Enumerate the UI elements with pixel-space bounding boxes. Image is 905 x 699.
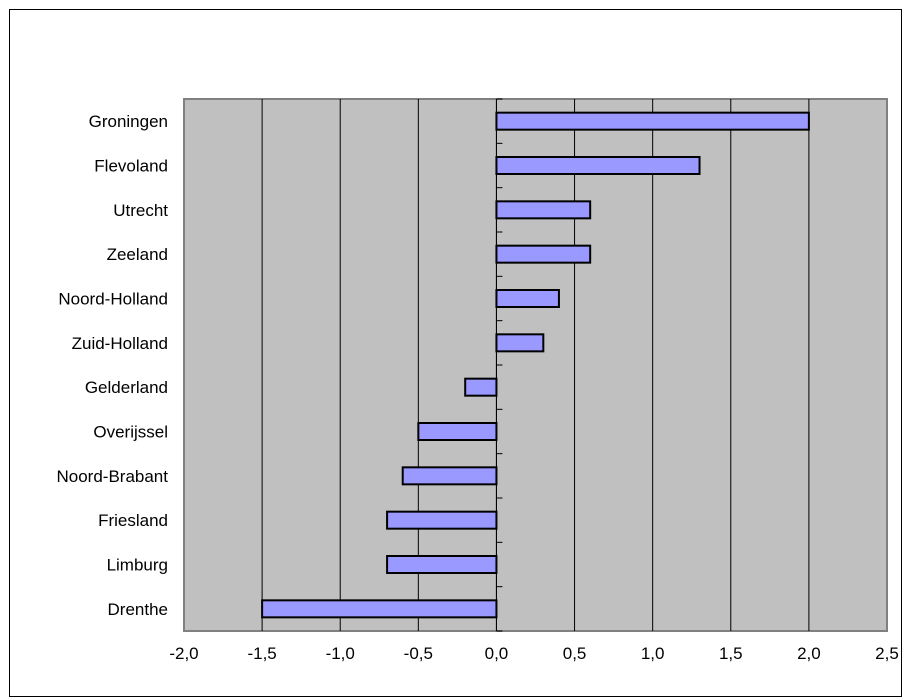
x-tick-label: 0,0 [485,644,509,663]
bar-zeeland [495,244,592,264]
x-tick-label: -2,0 [169,644,198,663]
category-label: Overijssel [93,423,168,442]
bar-utrecht [495,200,592,220]
x-tick-label: 2,0 [797,644,821,663]
bars [261,111,810,619]
plot-area [183,98,888,632]
category-label: Flevoland [94,157,168,176]
bar-noord-brabant [401,466,498,486]
x-tick-label: -1,0 [326,644,355,663]
category-label: Utrecht [113,201,168,220]
gridlines [261,99,810,631]
category-labels: Groningen Flevoland Utrecht Zeeland Noord-Ho… [56,112,168,619]
category-label: Limburg [107,556,168,575]
bar-groningen [495,111,810,131]
bar-drenthe [261,599,498,619]
category-label: Zuid-Holland [72,334,168,353]
x-tick-label: 2,5 [875,644,899,663]
x-tick-label: 1,5 [719,644,743,663]
x-tick-labels: -2,0 -1,5 -1,0 -0,5 0,0 0,5 1,0 1,5 2,0 2,5 [169,644,898,663]
category-label: Noord-Holland [58,290,168,309]
x-tick-label: -0,5 [404,644,433,663]
bar-noord-holland [495,289,560,308]
bar-friesland [386,510,498,530]
category-label: Drenthe [108,600,168,619]
zero-axis [495,98,503,632]
category-label: Zeeland [107,245,168,264]
category-label: Noord-Brabant [56,467,168,486]
bar-limburg [386,555,498,574]
x-tick-label: 0,5 [563,644,587,663]
category-label: Groningen [89,112,168,131]
bar-zuid-holland [495,333,545,353]
bar-flevoland [495,156,701,175]
x-tick-label: -1,5 [247,644,276,663]
bar-gelderland [464,377,498,397]
x-tick-label: 1,0 [641,644,665,663]
category-label: Friesland [98,511,168,530]
category-label: Gelderland [85,378,168,397]
bar-overijssel [417,422,498,441]
